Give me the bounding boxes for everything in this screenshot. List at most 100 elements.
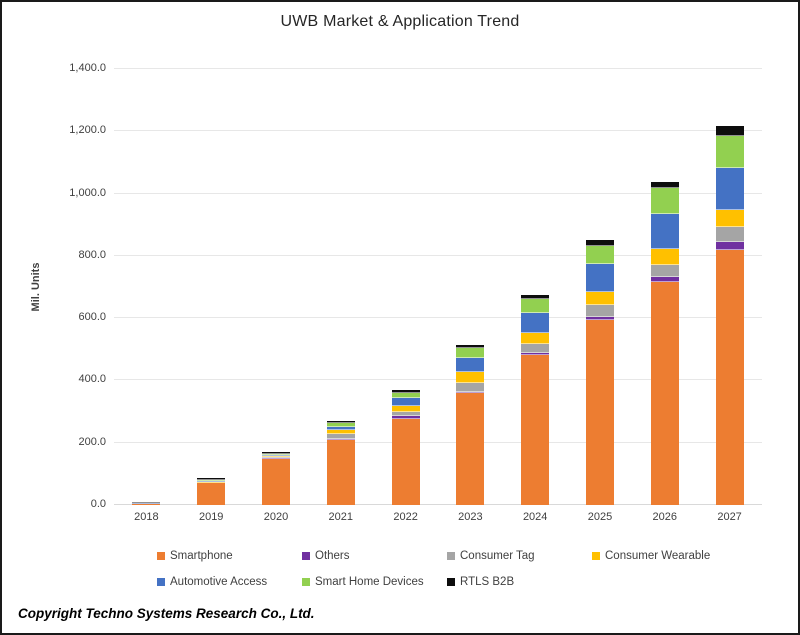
- x-tick-label-2023: 2023: [458, 511, 483, 523]
- bar-segment-2018-smartphone: [132, 504, 161, 505]
- legend-item-automotive-access: Automotive Access: [157, 569, 302, 595]
- bar-segment-2023-others: [456, 391, 485, 393]
- y-tick-label-0: 0.0: [90, 498, 106, 510]
- bar-segment-2021-smartphone: [326, 439, 355, 505]
- bar-segment-2024-rtls-b2b: [521, 294, 550, 299]
- bar-segment-2019-rtls-b2b: [197, 478, 226, 480]
- y-tick-label-800: 800.0: [78, 248, 106, 261]
- gridline-200: [114, 441, 762, 443]
- bar-2027: [715, 126, 744, 505]
- chart-title: UWB Market & Application Trend: [280, 13, 520, 30]
- y-tick-label-400: 400.0: [78, 373, 106, 386]
- bar-segment-2025-consumer-tag: [585, 305, 614, 317]
- y-tick-label-600: 600.0: [78, 311, 106, 324]
- bar-2023: [456, 344, 485, 505]
- bar-segment-2019-automotive-access: [197, 480, 226, 482]
- bar-segment-2021-automotive-access: [326, 427, 355, 431]
- bar-segment-2027-consumer-tag: [715, 226, 744, 242]
- bar-segment-2026-smartphone: [650, 282, 679, 505]
- x-tick-label-2022: 2022: [393, 511, 418, 523]
- bar-segment-2025-consumer-wearable: [585, 292, 614, 306]
- y-axis-labels: 0.0 200.0 400.0 600.0 800.0 1,000.0 1,200.0 1,4…: [2, 2, 106, 633]
- bar-segment-2022-consumer-wearable: [391, 406, 420, 412]
- gridline-600: [114, 317, 762, 319]
- bar-segment-2024-automotive-access: [521, 312, 550, 334]
- bar-segment-2021-smart-home-devices: [326, 423, 355, 428]
- legend-item-consumer-wearable: Consumer Wearable: [592, 543, 737, 569]
- bar-segment-2025-smartphone: [585, 320, 614, 505]
- bar-slot-2025: [568, 69, 633, 505]
- x-tick-label-2027: 2027: [717, 511, 742, 523]
- x-tick-label-2018: 2018: [134, 511, 159, 523]
- legend-item-smart-home-devices: Smart Home Devices: [302, 569, 447, 595]
- legend-swatch-automotive-access: [157, 578, 165, 586]
- bar-2019: [197, 478, 226, 505]
- bar-2018: [132, 502, 161, 505]
- gridline-1400: [114, 68, 762, 69]
- bar-segment-2021-consumer-tag: [326, 433, 355, 439]
- bar-segment-2024-smartphone: [521, 355, 550, 505]
- bar-segment-2021-rtls-b2b: [326, 421, 355, 424]
- y-axis-title: Mil. Units: [30, 262, 42, 312]
- bar-segment-2024-consumer-wearable: [521, 333, 550, 345]
- bar-segment-2020-rtls-b2b: [261, 452, 290, 454]
- bar-segment-2020-consumer-wearable: [261, 456, 290, 458]
- x-tick-label-2025: 2025: [587, 511, 613, 523]
- bar-segment-2026-smart-home-devices: [650, 188, 679, 214]
- bar-segment-2020-smartphone: [261, 459, 290, 505]
- bar-segment-2027-others: [715, 241, 744, 251]
- plot-area: [114, 68, 762, 505]
- bar-segment-2020-automotive-access: [261, 454, 290, 457]
- bar-segment-2022-smartphone: [391, 418, 420, 505]
- bar-segment-2026-automotive-access: [650, 213, 679, 250]
- bar-segment-2026-consumer-tag: [650, 264, 679, 278]
- bar-segment-2020-consumer-tag: [261, 457, 290, 459]
- bar-segment-2023-consumer-wearable: [456, 372, 485, 383]
- x-tick-label-2024: 2024: [522, 511, 548, 523]
- bar-segment-2023-smartphone: [456, 392, 485, 505]
- legend-label-smartphone: Smartphone: [170, 550, 233, 562]
- bar-segment-2022-automotive-access: [391, 397, 420, 407]
- y-tick-label-200: 200.0: [78, 435, 106, 448]
- bar-segment-2024-others: [521, 352, 550, 356]
- bar-2021: [326, 421, 355, 505]
- legend-item-others: Others: [302, 543, 447, 569]
- bar-segment-2023-smart-home-devices: [456, 348, 485, 359]
- bar-segment-2020-others: [261, 458, 290, 460]
- bar-segment-2026-consumer-wearable: [650, 249, 679, 265]
- legend-label-consumer-wearable: Consumer Wearable: [605, 550, 711, 562]
- bar-segment-2025-others: [585, 316, 614, 321]
- legend-swatch-consumer-tag: [447, 552, 455, 560]
- gridline-800: [114, 254, 762, 256]
- bar-segment-2025-smart-home-devices: [585, 245, 614, 265]
- gridline-400: [114, 379, 762, 381]
- legend-label-smart-home-devices: Smart Home Devices: [315, 576, 424, 588]
- legend-swatch-rtls-b2b: [447, 578, 455, 586]
- legend-item-smartphone: Smartphone: [157, 543, 302, 569]
- legend-label-consumer-tag: Consumer Tag: [460, 550, 535, 562]
- bar-segment-2022-smart-home-devices: [391, 392, 420, 398]
- legend-swatch-others: [302, 552, 310, 560]
- bar-2025: [585, 240, 614, 505]
- x-axis-labels: 2018 2019 2020 2021 2022 2023 2024 2025 2026 2027: [114, 511, 762, 523]
- y-tick-label-1000: 1,000.0: [69, 186, 106, 199]
- bar-segment-2027-smartphone: [715, 250, 744, 505]
- bar-segment-2027-smart-home-devices: [715, 136, 744, 169]
- copyright-text: Copyright Techno Systems Research Co., L…: [18, 606, 315, 621]
- legend-swatch-smart-home-devices: [302, 578, 310, 586]
- bar-segment-2027-rtls-b2b: [715, 126, 744, 137]
- bar-slot-2027: [697, 69, 762, 505]
- x-tick-label-2026: 2026: [652, 511, 678, 523]
- legend-label-others: Others: [315, 550, 350, 562]
- gridline-1200: [114, 130, 762, 132]
- bar-slot-2020: [244, 69, 309, 505]
- bar-slot-2024: [503, 69, 568, 505]
- bar-segment-2023-rtls-b2b: [456, 344, 485, 349]
- bar-segment-2027-consumer-wearable: [715, 210, 744, 227]
- bar-segment-2019-smart-home-devices: [197, 479, 226, 481]
- bar-segment-2024-consumer-tag: [521, 344, 550, 353]
- bar-segment-2023-consumer-tag: [456, 382, 485, 392]
- bar-2020: [261, 452, 290, 505]
- bar-2026: [650, 182, 679, 505]
